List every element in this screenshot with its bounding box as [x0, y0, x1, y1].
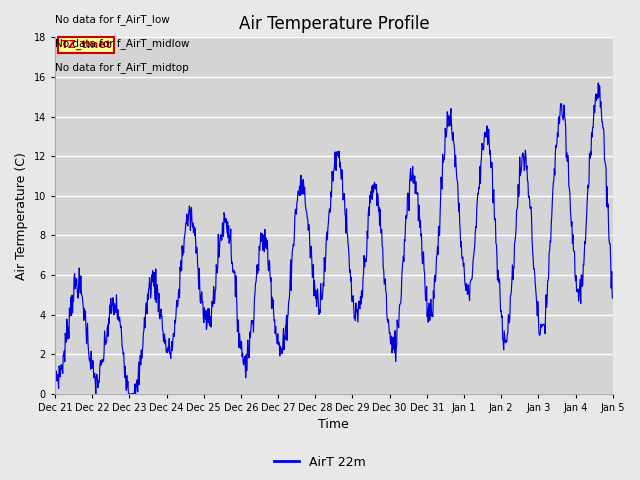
Text: No data for f_AirT_midlow: No data for f_AirT_midlow — [55, 38, 189, 49]
Text: TZ_tmet: TZ_tmet — [61, 40, 111, 50]
Y-axis label: Air Termperature (C): Air Termperature (C) — [15, 152, 28, 279]
Title: Air Temperature Profile: Air Temperature Profile — [239, 15, 429, 33]
Text: No data for f_AirT_midtop: No data for f_AirT_midtop — [55, 62, 189, 73]
X-axis label: Time: Time — [319, 419, 349, 432]
Text: No data for f_AirT_low: No data for f_AirT_low — [55, 14, 170, 25]
Legend: AirT 22m: AirT 22m — [269, 451, 371, 474]
